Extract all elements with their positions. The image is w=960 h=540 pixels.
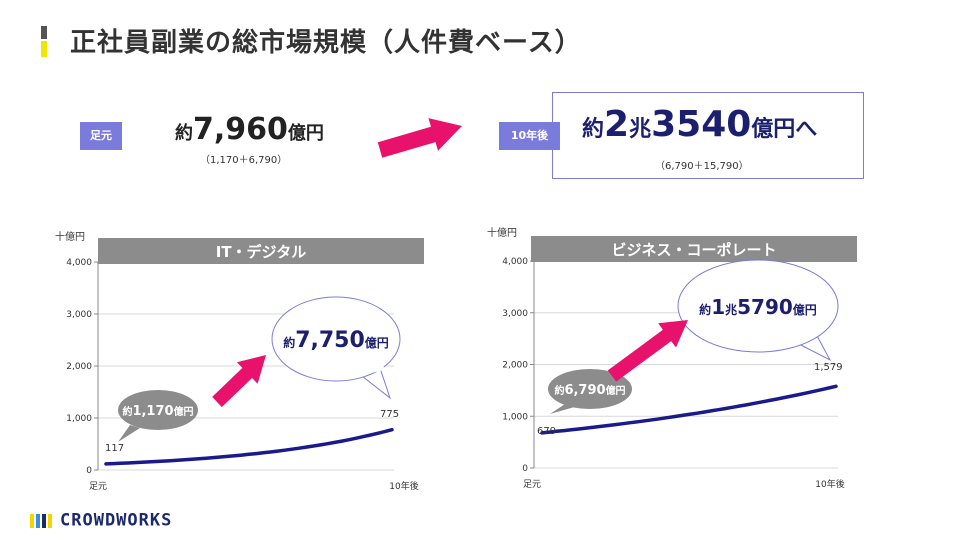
x-tick-label: 10年後 xyxy=(389,480,418,492)
x-tick-label: 10年後 xyxy=(815,478,844,490)
callout-start-text: 約1,170億円 xyxy=(122,404,193,419)
growth-arrow-shape xyxy=(212,355,266,408)
callout-start-value: 6,790 xyxy=(564,383,605,398)
tag-future: 10年後 xyxy=(499,122,560,150)
y-tick-label: 3,000 xyxy=(66,310,92,320)
chart-title: IT・デジタル xyxy=(216,243,307,261)
y-tick-label: 2,000 xyxy=(502,361,528,371)
growth-arrow-shape xyxy=(607,320,688,382)
point-label: 117 xyxy=(105,443,124,454)
callout-start-prefix: 約 xyxy=(554,384,564,397)
callout-end-tail-mask xyxy=(357,366,385,376)
summary-current-value: 7,960 xyxy=(193,112,288,147)
callout-start-bubble xyxy=(118,390,198,430)
summary-current-breakdown: （1,170＋6,790） xyxy=(200,155,288,166)
summary-future: 約2兆3540億円へ xyxy=(582,104,817,145)
summary-future-unit-a: 兆 xyxy=(629,117,652,142)
y-tick-label: 0 xyxy=(86,466,92,476)
title-accent-gray xyxy=(41,26,47,39)
point-label: 775 xyxy=(380,409,399,420)
x-tick-label: 足元 xyxy=(89,481,107,492)
callout-end-text: 約1兆5790億円 xyxy=(699,295,817,319)
callout-start-value: 1,170 xyxy=(132,404,173,419)
summary-future-value-a: 2 xyxy=(604,104,630,145)
summary-future-breakdown: （6,790＋15,790） xyxy=(655,161,749,172)
series-line xyxy=(540,384,838,435)
callout-end-suffix: 億円 xyxy=(365,335,389,350)
callout-end-value-a: 1 xyxy=(711,295,725,319)
y-tick-label: 1,000 xyxy=(502,412,528,422)
callout-end-prefix: 約 xyxy=(283,335,295,350)
point-label: 1,579 xyxy=(814,362,843,373)
point-label: 679 xyxy=(537,426,556,437)
callout-end-prefix: 約 xyxy=(699,302,711,317)
x-tick-label: 足元 xyxy=(523,479,541,490)
growth-arrow-icon xyxy=(212,355,266,408)
page-title: 正社員副業の総市場規模（人件費ベース） xyxy=(70,28,582,58)
chart-title-banner xyxy=(98,238,424,264)
chart-title: ビジネス・コーポレート xyxy=(611,241,776,259)
axis-unit-label: 十億円 xyxy=(55,230,85,243)
callout-start-text: 約6,790億円 xyxy=(554,383,625,398)
y-tick-label: 1,000 xyxy=(66,414,92,424)
summary-current: 約7,960億円 xyxy=(175,112,324,147)
series-line xyxy=(104,427,394,466)
summary-future-prefix: 約 xyxy=(582,117,605,142)
y-tick-label: 0 xyxy=(522,464,528,474)
crowdworks-logo-mark xyxy=(30,513,52,528)
callout-end-bubble xyxy=(271,296,401,382)
crowdworks-logo: CROWDWORKS xyxy=(30,510,172,531)
callout-start-suffix: 億円 xyxy=(606,384,626,397)
callout-end-bubble xyxy=(677,259,839,353)
y-tick-label: 3,000 xyxy=(502,309,528,319)
callout-end-suffix: 億円 xyxy=(793,302,817,317)
callout-start-prefix: 約 xyxy=(122,405,132,418)
summary-current-prefix: 約 xyxy=(175,123,193,144)
callout-end-text: 約7,750億円 xyxy=(283,328,389,353)
callout-end-tail-mask xyxy=(790,330,820,342)
summary-future-box xyxy=(552,92,864,179)
growth-arrow-icon xyxy=(607,320,688,382)
axis-unit-label: 十億円 xyxy=(487,226,517,239)
tag-current: 足元 xyxy=(80,122,122,150)
title-accent-yellow xyxy=(41,41,47,57)
summary-future-suffix: 億円へ xyxy=(751,117,818,142)
callout-end-value-b: 5790 xyxy=(737,295,793,319)
callout-end-value: 7,750 xyxy=(295,328,365,353)
callout-start-bubble xyxy=(548,369,632,409)
callout-start-suffix: 億円 xyxy=(174,405,194,418)
logo-text: CROWDWORKS xyxy=(60,510,173,531)
summary-current-suffix: 億円 xyxy=(287,123,324,144)
callout-start-tail xyxy=(118,425,140,442)
callout-end-unit-a: 兆 xyxy=(725,302,737,317)
chart-title-banner xyxy=(531,236,857,262)
summary-future-value-b: 3540 xyxy=(651,104,752,145)
y-tick-label: 4,000 xyxy=(66,258,92,268)
y-tick-label: 4,000 xyxy=(502,257,528,267)
y-tick-label: 2,000 xyxy=(66,362,92,372)
